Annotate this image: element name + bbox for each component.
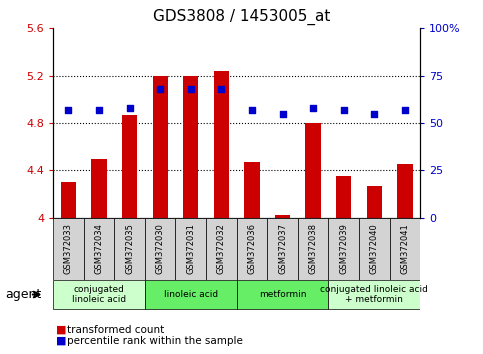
- Bar: [397, 165, 412, 218]
- Bar: [275, 215, 290, 218]
- Text: GSM372040: GSM372040: [370, 223, 379, 274]
- Point: [156, 86, 164, 92]
- FancyBboxPatch shape: [53, 218, 84, 280]
- Point: [248, 107, 256, 113]
- Text: ■: ■: [56, 336, 66, 346]
- Point: [340, 107, 348, 113]
- Bar: [122, 115, 137, 218]
- Bar: [61, 182, 76, 218]
- FancyBboxPatch shape: [359, 218, 390, 280]
- Text: GSM372032: GSM372032: [217, 223, 226, 274]
- Text: GSM372037: GSM372037: [278, 223, 287, 274]
- FancyBboxPatch shape: [237, 218, 267, 280]
- Point: [217, 86, 225, 92]
- Text: GSM372041: GSM372041: [400, 223, 410, 274]
- Point: [187, 86, 195, 92]
- FancyBboxPatch shape: [237, 280, 328, 309]
- Text: GSM372036: GSM372036: [247, 223, 256, 274]
- FancyBboxPatch shape: [328, 280, 420, 309]
- Text: linoleic acid: linoleic acid: [164, 290, 218, 299]
- Text: transformed count: transformed count: [67, 325, 164, 335]
- Bar: [367, 186, 382, 218]
- FancyBboxPatch shape: [53, 280, 145, 309]
- Point: [279, 111, 286, 116]
- Text: GSM372038: GSM372038: [309, 223, 318, 274]
- Text: conjugated linoleic acid
+ metformin: conjugated linoleic acid + metformin: [320, 285, 428, 304]
- FancyBboxPatch shape: [328, 218, 359, 280]
- Text: GSM372033: GSM372033: [64, 223, 73, 274]
- Text: GSM372030: GSM372030: [156, 223, 165, 274]
- Text: GDS3808 / 1453005_at: GDS3808 / 1453005_at: [153, 9, 330, 25]
- FancyBboxPatch shape: [175, 218, 206, 280]
- Text: GSM372035: GSM372035: [125, 223, 134, 274]
- Bar: [336, 176, 352, 218]
- Text: ■: ■: [56, 325, 66, 335]
- Point: [65, 107, 72, 113]
- Bar: [91, 159, 107, 218]
- Point: [95, 107, 103, 113]
- Text: metformin: metformin: [259, 290, 306, 299]
- Text: conjugated
linoleic acid: conjugated linoleic acid: [72, 285, 126, 304]
- FancyBboxPatch shape: [145, 280, 237, 309]
- Point: [309, 105, 317, 110]
- FancyBboxPatch shape: [206, 218, 237, 280]
- Bar: [244, 162, 260, 218]
- Bar: [213, 71, 229, 218]
- FancyBboxPatch shape: [267, 218, 298, 280]
- FancyBboxPatch shape: [390, 218, 420, 280]
- Text: GSM372039: GSM372039: [339, 223, 348, 274]
- FancyBboxPatch shape: [145, 218, 175, 280]
- Text: percentile rank within the sample: percentile rank within the sample: [67, 336, 242, 346]
- Text: agent: agent: [5, 288, 41, 301]
- Text: GSM372034: GSM372034: [95, 223, 103, 274]
- Text: GSM372031: GSM372031: [186, 223, 195, 274]
- Bar: [183, 76, 199, 218]
- Bar: [153, 76, 168, 218]
- FancyBboxPatch shape: [84, 218, 114, 280]
- FancyBboxPatch shape: [298, 218, 328, 280]
- Point: [370, 111, 378, 116]
- Point: [401, 107, 409, 113]
- Bar: [305, 123, 321, 218]
- Point: [126, 105, 133, 110]
- FancyBboxPatch shape: [114, 218, 145, 280]
